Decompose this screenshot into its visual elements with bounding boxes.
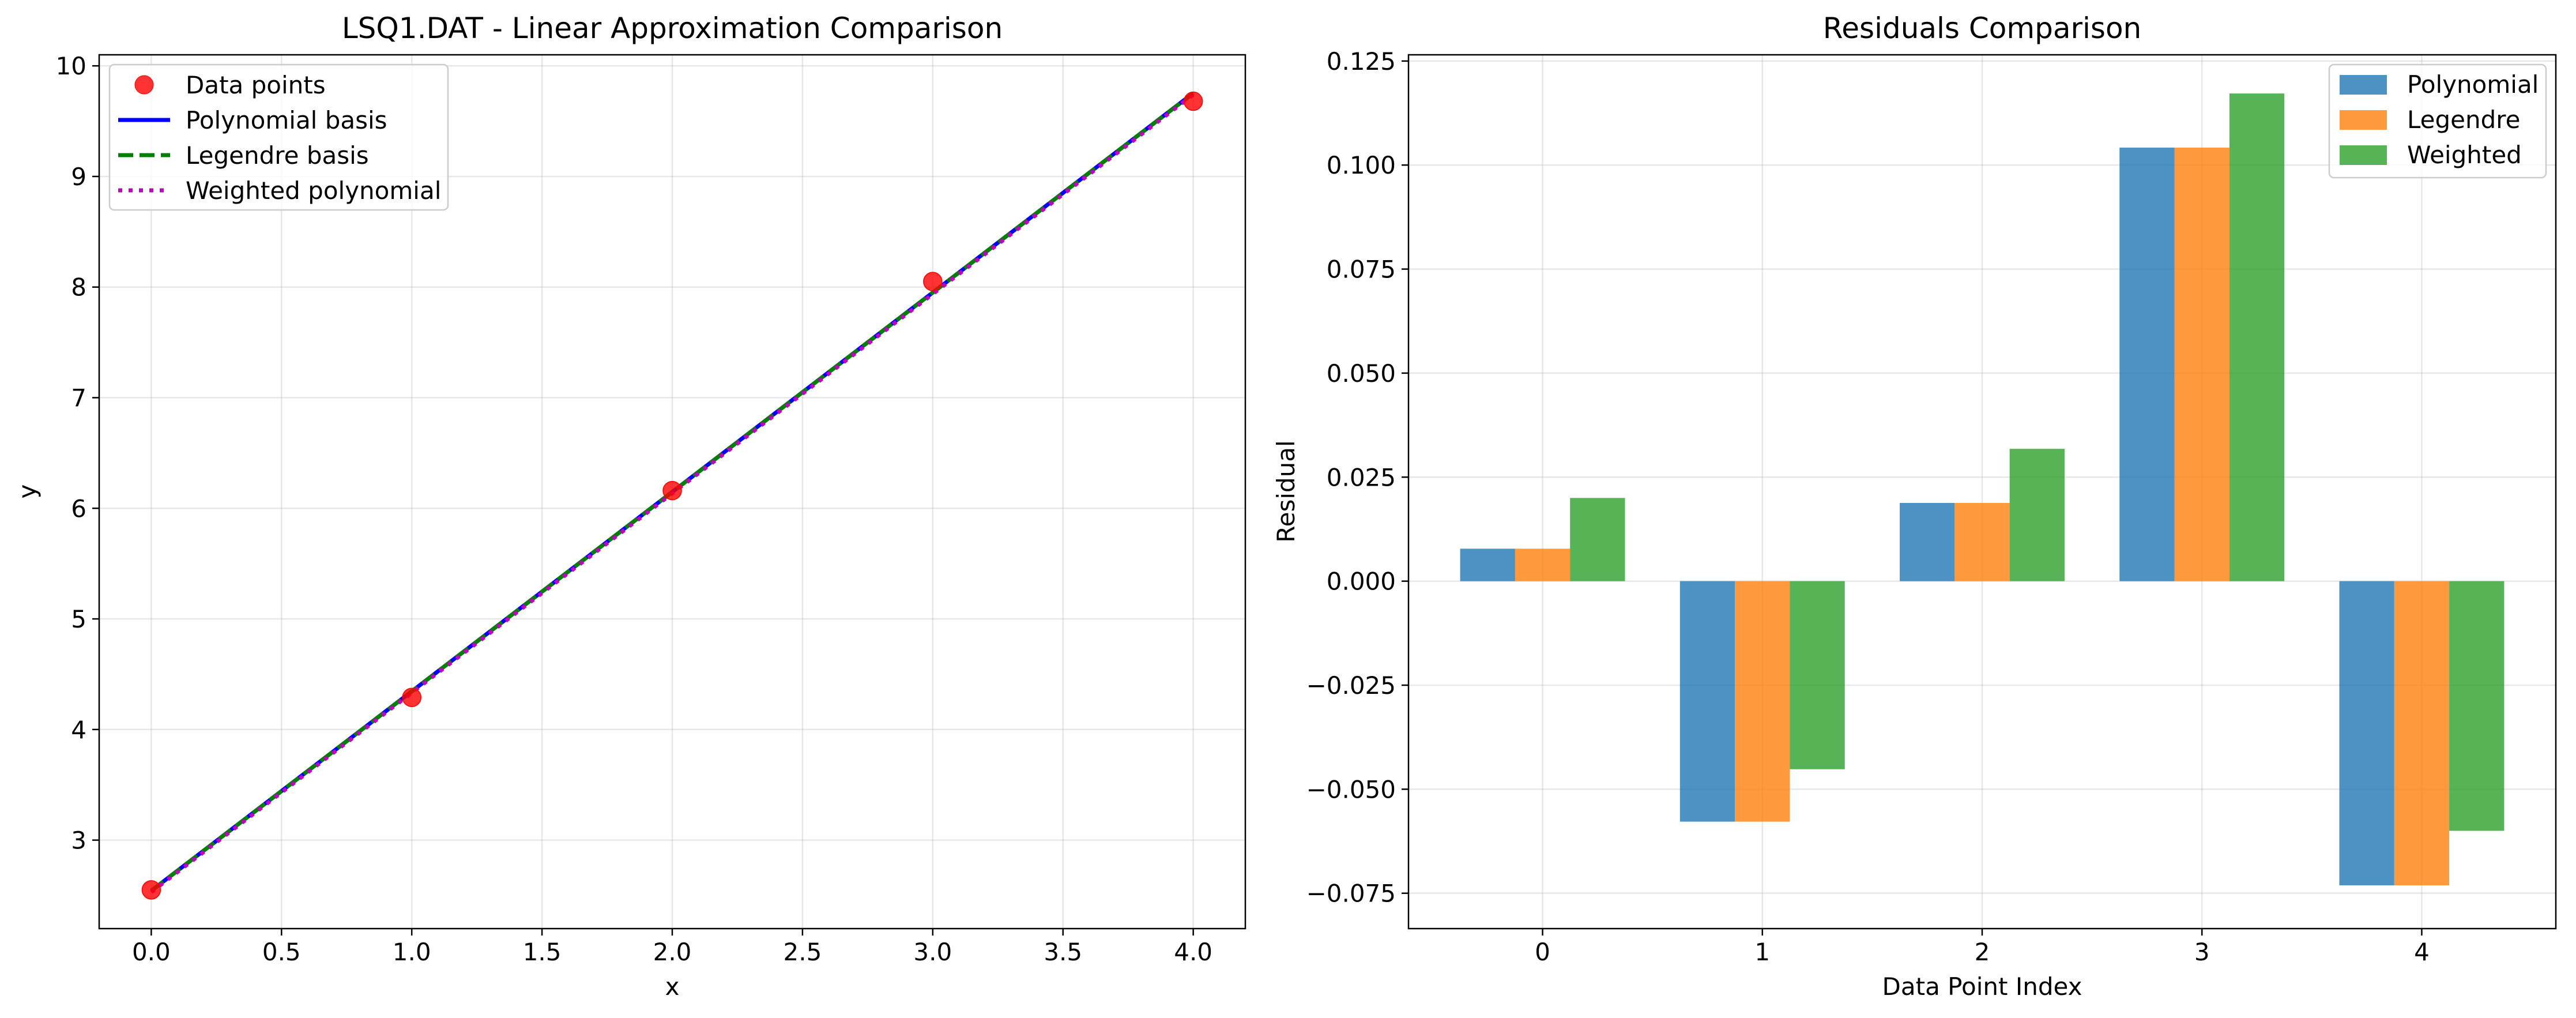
y-tick-label: 0.025 <box>1327 463 1396 491</box>
x-tick-label: 3.5 <box>1044 938 1082 966</box>
legend-marker-data-points <box>134 75 154 95</box>
legend-label-polynomial: Polynomial <box>2407 70 2539 99</box>
bar-legendre <box>2394 581 2450 885</box>
residuals-title: Residuals Comparison <box>1823 12 2141 45</box>
y-tick-label: 8 <box>71 273 86 302</box>
legend-swatch-polynomial <box>2340 75 2387 95</box>
y-tick-label: −0.075 <box>1306 880 1396 908</box>
bar-legendre <box>1735 581 1790 822</box>
y-tick-label: −0.050 <box>1306 775 1396 803</box>
data-point <box>402 688 421 707</box>
line-fit-panel: 0.0 0.5 1.0 1.5 2.0 2.5 3.0 3.5 4.0 3 4 5 6 7 8 9 10 LSQ… <box>13 12 1246 1001</box>
bar-polynomial <box>2119 147 2175 581</box>
bar-polynomial <box>2339 581 2394 885</box>
legend-swatch-weighted <box>2340 145 2387 165</box>
bar-legendre <box>1515 549 1571 581</box>
residuals-panel: 0 1 2 3 4 −0.075 −0.050 −0.025 0.000 0.025 0.050 0.… <box>1272 12 2557 1001</box>
residuals-ticks: 0 1 2 3 4 −0.075 −0.050 −0.025 0.000 0.025 0.050 0.… <box>1306 47 2430 966</box>
x-tick-label: 2 <box>1975 938 1990 966</box>
line-fit-ticks: 0.0 0.5 1.0 1.5 2.0 2.5 3.0 3.5 4.0 3 4 5 6 7 8 9 10 <box>56 52 1212 966</box>
bar-legendre <box>2174 147 2229 581</box>
x-tick-label: 1.5 <box>523 938 562 966</box>
legend-item-data-points: Data points <box>134 71 326 99</box>
data-point <box>923 272 943 291</box>
x-tick-label: 4.0 <box>1174 938 1212 966</box>
y-tick-label: 0.100 <box>1327 151 1396 179</box>
y-tick-label: 5 <box>71 605 86 633</box>
legend-label-data-points: Data points <box>186 71 326 99</box>
data-point <box>662 480 682 501</box>
line-fit-legend-frame <box>108 63 449 211</box>
x-tick-label: 0.0 <box>132 938 171 966</box>
y-tick-label: 0.125 <box>1327 47 1396 76</box>
legend-item-weighted: Weighted <box>2340 141 2522 169</box>
x-tick-label: 1.0 <box>393 938 431 966</box>
x-tick-label: 3 <box>2194 938 2210 966</box>
bar-polynomial <box>1679 581 1735 822</box>
line-fit-y-axis-label: y <box>13 484 42 499</box>
residuals-plot-area <box>1460 93 2505 885</box>
bar-polynomial <box>1900 502 1955 581</box>
y-tick-label: 7 <box>71 384 86 412</box>
y-tick-label: 6 <box>71 494 86 523</box>
y-tick-label: 0.075 <box>1327 256 1396 284</box>
residuals-y-axis-label: Residual <box>1272 440 1300 542</box>
bar-weighted <box>2449 581 2505 831</box>
x-tick-label: 2.5 <box>784 938 822 966</box>
x-tick-label: 0.5 <box>262 938 301 966</box>
legend-swatch-legendre <box>2340 110 2387 130</box>
bar-polynomial <box>1460 549 1515 581</box>
y-tick-label: 4 <box>71 716 86 744</box>
y-tick-label: 0.000 <box>1327 568 1396 596</box>
y-tick-label: 3 <box>71 827 86 855</box>
legend-label-polynomial-basis: Polynomial basis <box>186 106 387 134</box>
y-tick-label: 0.050 <box>1327 359 1396 388</box>
x-tick-label: 4 <box>2414 938 2430 966</box>
x-tick-label: 0 <box>1535 938 1550 966</box>
x-tick-label: 2.0 <box>653 938 692 966</box>
residuals-x-axis-label: Data Point Index <box>1882 972 2082 1001</box>
y-tick-label: 10 <box>56 52 86 80</box>
bar-weighted <box>1790 581 1845 769</box>
bar-weighted <box>2229 93 2285 581</box>
legend-item-legendre: Legendre <box>2340 106 2520 134</box>
bar-weighted <box>2009 449 2065 581</box>
y-tick-label: 9 <box>71 163 86 191</box>
line-fit-legend: Data points Polynomial basis Legendre ba… <box>108 63 449 211</box>
residuals-grid <box>1408 55 2556 929</box>
legend-label-legendre-basis: Legendre basis <box>186 141 369 170</box>
line-fit-plot-area <box>141 91 1203 900</box>
x-tick-label: 1 <box>1754 938 1770 966</box>
legend-item-polynomial: Polynomial <box>2340 70 2539 99</box>
legend-item-legendre-basis: Legendre basis <box>118 141 369 170</box>
x-tick-label: 3.0 <box>913 938 952 966</box>
line-fit-title: LSQ1.DAT - Linear Approximation Comparis… <box>342 12 1003 45</box>
legend-label-weighted: Weighted <box>2407 141 2522 169</box>
residuals-legend: Polynomial Legendre Weighted <box>2328 63 2547 179</box>
data-point <box>141 880 161 900</box>
line-fit-x-axis-label: x <box>665 972 680 1001</box>
y-tick-label: −0.025 <box>1306 671 1396 700</box>
data-point <box>1183 91 1203 111</box>
legend-label-legendre: Legendre <box>2407 106 2520 134</box>
legend-label-weighted-polynomial: Weighted polynomial <box>186 176 441 205</box>
bar-weighted <box>1570 498 1625 581</box>
legend-item-weighted-polynomial: Weighted polynomial <box>118 176 441 205</box>
bar-legendre <box>1954 502 2010 581</box>
legend-item-polynomial-basis: Polynomial basis <box>118 106 387 134</box>
